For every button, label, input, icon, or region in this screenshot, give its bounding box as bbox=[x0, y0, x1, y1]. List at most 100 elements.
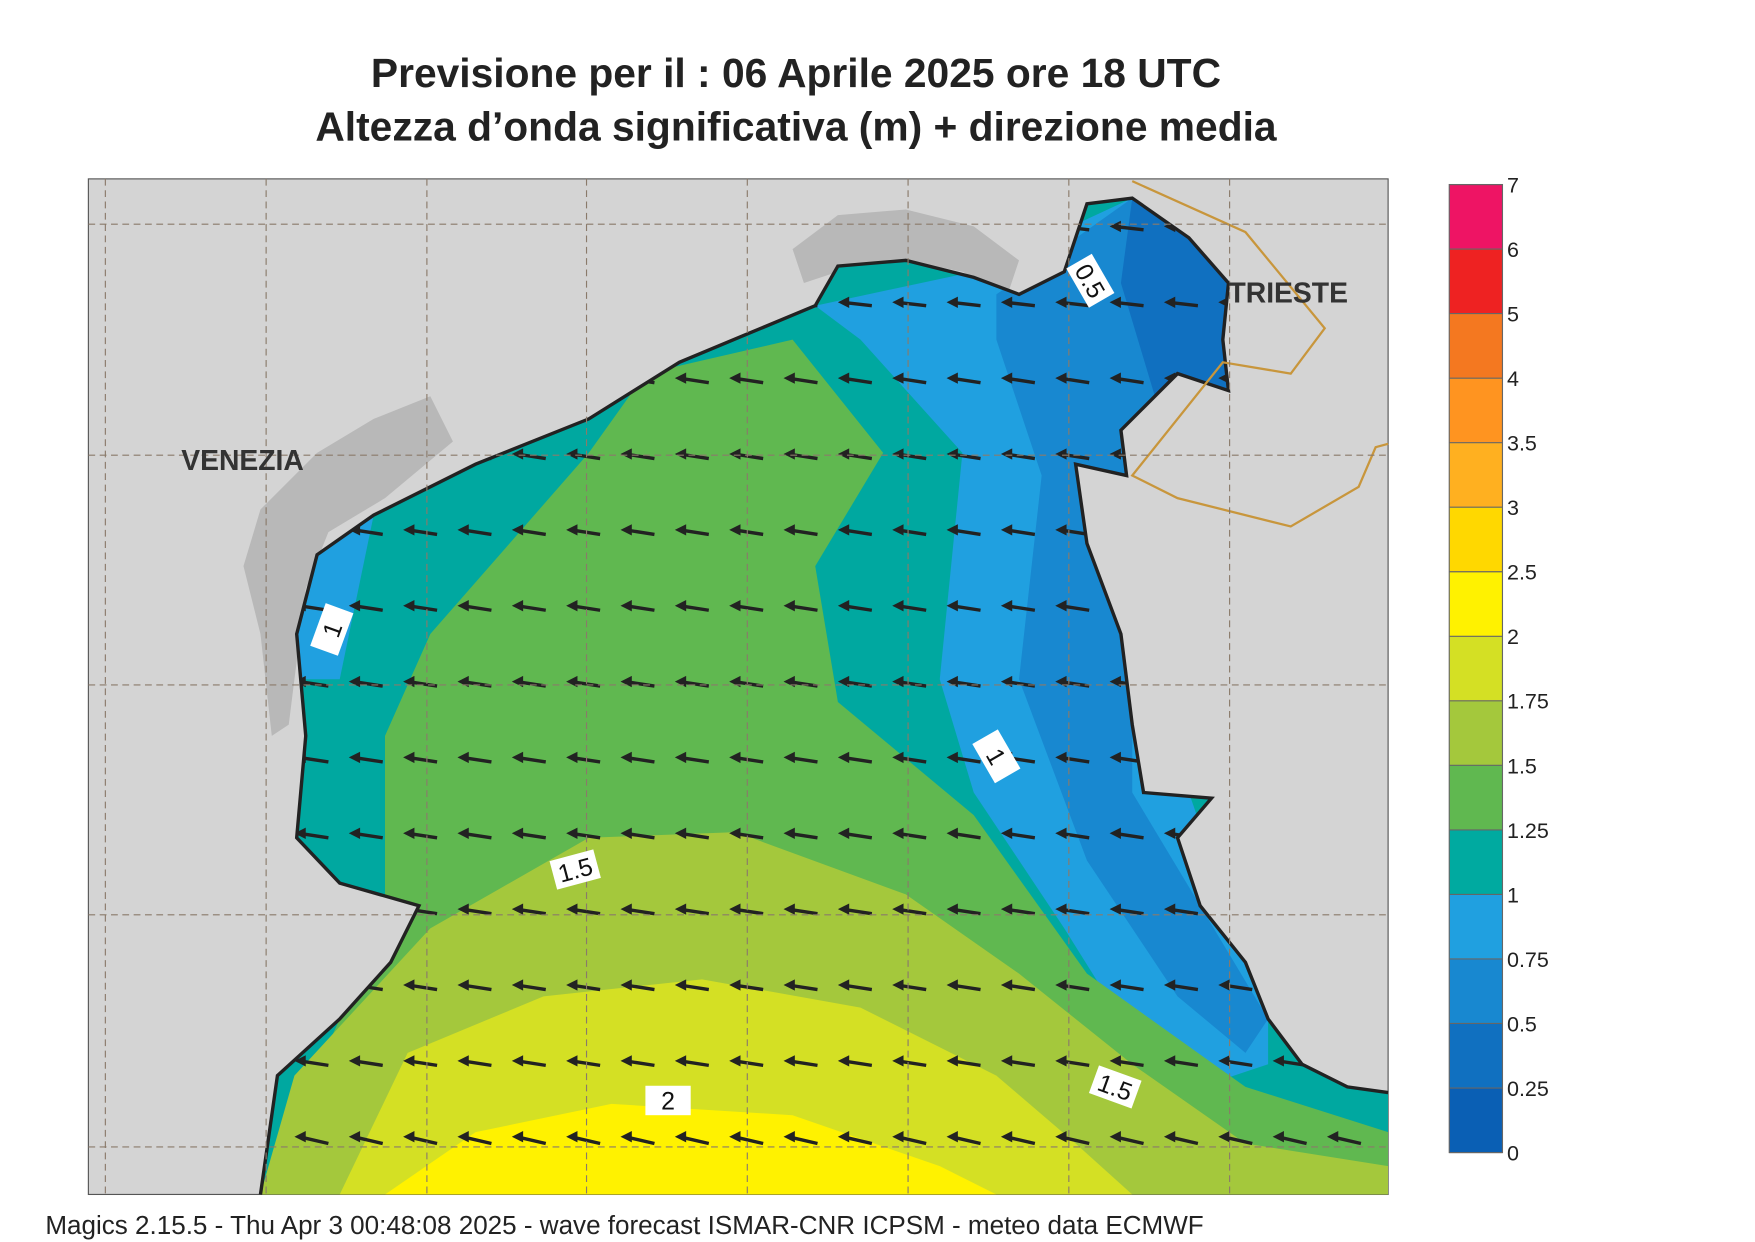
arrow-head bbox=[1055, 751, 1067, 764]
arrow-head bbox=[1000, 979, 1013, 991]
arrow-head bbox=[892, 751, 904, 764]
arrow-head bbox=[511, 903, 524, 915]
colorbar-band bbox=[1449, 894, 1503, 959]
title: Previsione per il : 06 Aprile 2025 ore 1… bbox=[371, 50, 1221, 96]
arrow-head bbox=[403, 1131, 415, 1143]
arrow-head bbox=[946, 903, 958, 915]
arrow-head bbox=[1055, 903, 1067, 915]
arrow-head bbox=[946, 600, 958, 612]
label-box bbox=[1066, 253, 1115, 308]
arrow-head bbox=[892, 600, 904, 612]
arrow-head bbox=[620, 903, 632, 915]
arrow-head bbox=[892, 979, 904, 991]
arrow-head bbox=[511, 524, 524, 536]
arrow-head bbox=[511, 827, 524, 839]
arrow-head bbox=[511, 600, 524, 612]
arrow-head bbox=[892, 1131, 904, 1143]
place-label: TRIESTE bbox=[1228, 276, 1348, 308]
contour-label: 1 bbox=[310, 603, 354, 656]
arrow-head bbox=[1000, 1131, 1013, 1143]
arrow-head bbox=[892, 675, 904, 688]
arrow-head bbox=[1109, 1055, 1121, 1067]
arrow-head bbox=[946, 524, 958, 536]
colorbar-band bbox=[1449, 765, 1503, 830]
arrow-head bbox=[620, 827, 632, 839]
colorbar-band bbox=[1449, 571, 1503, 637]
arrow-head bbox=[1109, 675, 1121, 688]
arrow-head bbox=[1218, 979, 1230, 991]
arrow-head bbox=[837, 296, 850, 308]
arrow-head bbox=[837, 1131, 850, 1143]
arrow-head bbox=[620, 1055, 632, 1067]
arrow-head bbox=[674, 827, 687, 839]
arrow-head bbox=[674, 1131, 687, 1143]
arrow-head bbox=[1109, 1131, 1121, 1143]
colorbar-band bbox=[1449, 378, 1503, 443]
arrow-head bbox=[1055, 979, 1067, 991]
arrow-head bbox=[348, 600, 361, 612]
arrow-head bbox=[1000, 600, 1013, 612]
arrow-head bbox=[457, 979, 469, 991]
arrow-head bbox=[1055, 1055, 1067, 1067]
label-box bbox=[972, 729, 1021, 784]
arrow-head bbox=[783, 600, 795, 612]
arrow-head bbox=[837, 903, 850, 915]
arrow-head bbox=[783, 979, 795, 991]
arrow-head bbox=[620, 979, 632, 991]
arrow-head bbox=[1163, 827, 1176, 839]
arrow-head bbox=[294, 827, 306, 839]
arrow-head bbox=[620, 600, 632, 612]
arrow-head bbox=[1000, 1055, 1013, 1067]
arrow-head bbox=[457, 600, 469, 612]
arrow-head bbox=[566, 751, 578, 764]
arrow-head bbox=[837, 827, 850, 839]
arrow-head bbox=[1109, 220, 1121, 233]
colorbar-label: 1.25 bbox=[1507, 819, 1549, 843]
label-box bbox=[1088, 1065, 1142, 1109]
arrow-head bbox=[783, 524, 795, 536]
arrow-head bbox=[729, 1055, 741, 1067]
arrow-head bbox=[783, 1055, 795, 1067]
colorbar-band bbox=[1449, 700, 1503, 766]
arrow-head bbox=[620, 675, 632, 688]
arrow-head bbox=[892, 372, 904, 384]
colorbar-band bbox=[1449, 442, 1503, 508]
arrow-head bbox=[1109, 448, 1121, 460]
label-box bbox=[310, 603, 354, 656]
arrow-head bbox=[837, 751, 850, 764]
arrow-head bbox=[729, 827, 741, 839]
arrow-head bbox=[566, 600, 578, 612]
arrow-head bbox=[511, 751, 524, 764]
arrow-head bbox=[729, 751, 741, 764]
colorbar-label: 0 bbox=[1507, 1141, 1519, 1165]
arrow-head bbox=[348, 675, 361, 688]
colorbar-band bbox=[1449, 313, 1503, 379]
arrow-head bbox=[457, 1055, 469, 1067]
arrow-head bbox=[783, 448, 795, 460]
arrow-head bbox=[837, 1055, 850, 1067]
colorbar-label: 0.25 bbox=[1507, 1077, 1549, 1101]
arrow-head bbox=[566, 1131, 578, 1143]
arrow-head bbox=[892, 524, 904, 536]
subtitle: Altezza d’onda significativa (m) + direz… bbox=[315, 103, 1277, 149]
arrow-head bbox=[1055, 448, 1067, 460]
arrow-head bbox=[783, 903, 795, 915]
arrow-head bbox=[1163, 1131, 1176, 1143]
contour-label: 1.5 bbox=[549, 849, 601, 890]
arrow-head bbox=[1055, 372, 1067, 384]
colorbar-label: 4 bbox=[1507, 367, 1519, 391]
graticule bbox=[88, 178, 1389, 1195]
arrow-head bbox=[1109, 751, 1121, 764]
arrow-head bbox=[1163, 903, 1176, 915]
arrow-head bbox=[348, 1055, 361, 1067]
land-lagoon bbox=[243, 209, 1020, 736]
arrow-head bbox=[457, 1131, 469, 1143]
arrow-head bbox=[620, 751, 632, 764]
arrow-head bbox=[348, 1131, 361, 1143]
arrow-head bbox=[1000, 372, 1013, 384]
arrow-head bbox=[1272, 1131, 1284, 1143]
arrow-head bbox=[348, 827, 361, 839]
label-box bbox=[645, 1085, 691, 1116]
arrow-head bbox=[837, 979, 850, 991]
